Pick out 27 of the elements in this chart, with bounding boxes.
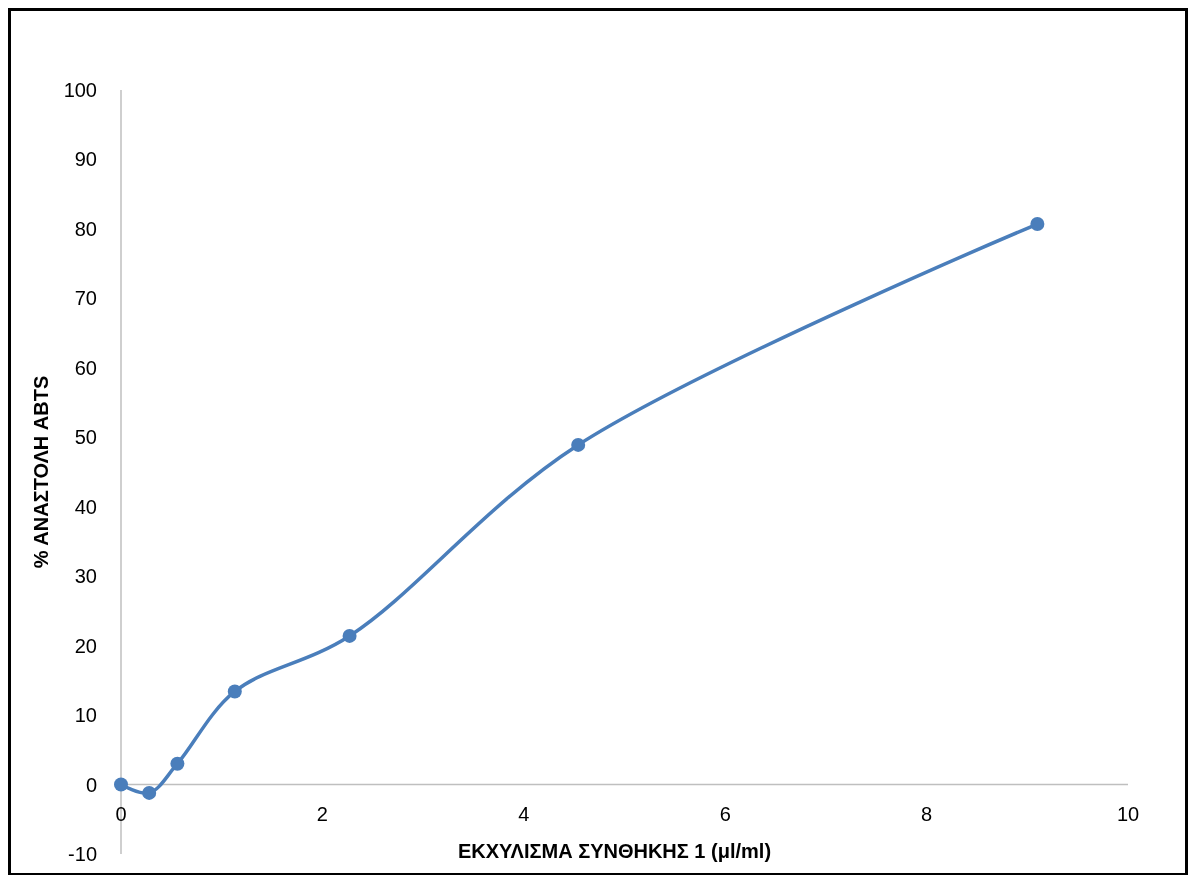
point: [1030, 217, 1045, 232]
y-tick-label: 90: [74, 148, 97, 171]
y-tick-label: 70: [74, 287, 97, 310]
y-tick-label: 30: [74, 565, 97, 588]
y-tick-label: 40: [74, 495, 97, 518]
y-tick-label: 10: [74, 704, 97, 727]
point: [571, 437, 586, 452]
y-axis-title: % ΑΝΑΣΤΟΛΗ ABTS: [30, 375, 52, 569]
x-tick-label: 10: [1116, 802, 1140, 825]
point: [170, 756, 185, 771]
point: [227, 684, 242, 699]
y-tick-label: 100: [63, 79, 97, 101]
y-tick-label: 60: [74, 356, 97, 379]
x-tick-label: 6: [719, 802, 731, 825]
x-tick-label: 4: [518, 802, 530, 825]
y-tick-label: 80: [74, 217, 97, 240]
point: [142, 785, 157, 800]
y-tick-label: -10: [68, 843, 97, 865]
y-tick-label: 20: [74, 634, 97, 657]
y-tick-label: 50: [74, 426, 97, 449]
x-tick-label: 8: [921, 802, 933, 825]
x-axis-title: ΕΚΧΥΛΙΣΜΑ ΣΥΝΘΗΚΗΣ 1 (μl/ml): [457, 840, 772, 862]
point: [342, 628, 357, 643]
x-tick-label: 2: [316, 802, 328, 825]
y-tick-label: 0: [85, 773, 97, 796]
x-tick-label: 0: [115, 802, 127, 825]
point: [114, 777, 128, 792]
